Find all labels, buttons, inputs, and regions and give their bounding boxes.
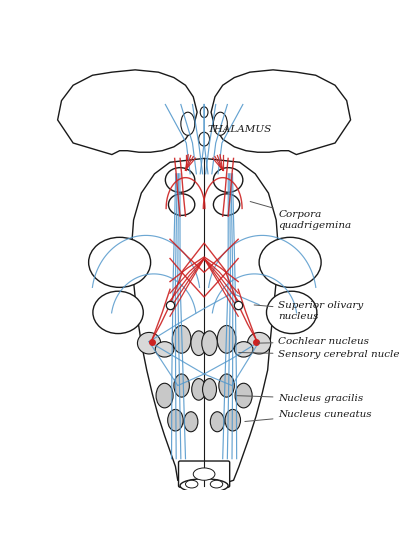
Text: Sensory cerebral nuclei: Sensory cerebral nuclei [239, 350, 399, 359]
Text: Nucleus cuneatus: Nucleus cuneatus [245, 410, 372, 421]
Ellipse shape [247, 332, 271, 354]
Ellipse shape [181, 112, 195, 135]
FancyBboxPatch shape [178, 461, 230, 487]
Ellipse shape [192, 378, 205, 400]
Ellipse shape [155, 342, 174, 357]
Ellipse shape [213, 112, 227, 135]
Ellipse shape [234, 342, 253, 357]
Ellipse shape [225, 409, 241, 431]
Ellipse shape [203, 378, 217, 400]
Polygon shape [211, 70, 351, 155]
Ellipse shape [199, 132, 209, 146]
Text: THALAMUS: THALAMUS [208, 125, 272, 134]
Ellipse shape [172, 326, 191, 353]
Ellipse shape [193, 468, 215, 480]
Text: Cochlear nucleus: Cochlear nucleus [258, 337, 369, 346]
Ellipse shape [213, 168, 243, 192]
Ellipse shape [137, 332, 161, 354]
Ellipse shape [180, 478, 228, 493]
Ellipse shape [191, 331, 206, 355]
Ellipse shape [184, 412, 198, 432]
Ellipse shape [156, 383, 173, 408]
Ellipse shape [210, 480, 223, 488]
Ellipse shape [93, 292, 143, 333]
Ellipse shape [186, 480, 198, 488]
Text: Superior olivary
nucleus: Superior olivary nucleus [254, 301, 364, 321]
Polygon shape [131, 158, 279, 486]
Ellipse shape [259, 238, 321, 287]
Ellipse shape [168, 194, 195, 216]
Ellipse shape [219, 374, 234, 397]
Text: Nucleus gracilis: Nucleus gracilis [237, 394, 364, 403]
Ellipse shape [213, 194, 240, 216]
Ellipse shape [210, 412, 224, 432]
Ellipse shape [165, 168, 195, 192]
Polygon shape [57, 70, 197, 155]
Ellipse shape [200, 107, 208, 118]
Ellipse shape [89, 238, 151, 287]
Ellipse shape [168, 409, 183, 431]
Ellipse shape [235, 383, 252, 408]
Ellipse shape [174, 374, 190, 397]
Ellipse shape [267, 292, 317, 333]
Ellipse shape [202, 331, 217, 355]
Ellipse shape [217, 326, 236, 353]
Text: Corpora
quadrigemina: Corpora quadrigemina [250, 201, 352, 230]
